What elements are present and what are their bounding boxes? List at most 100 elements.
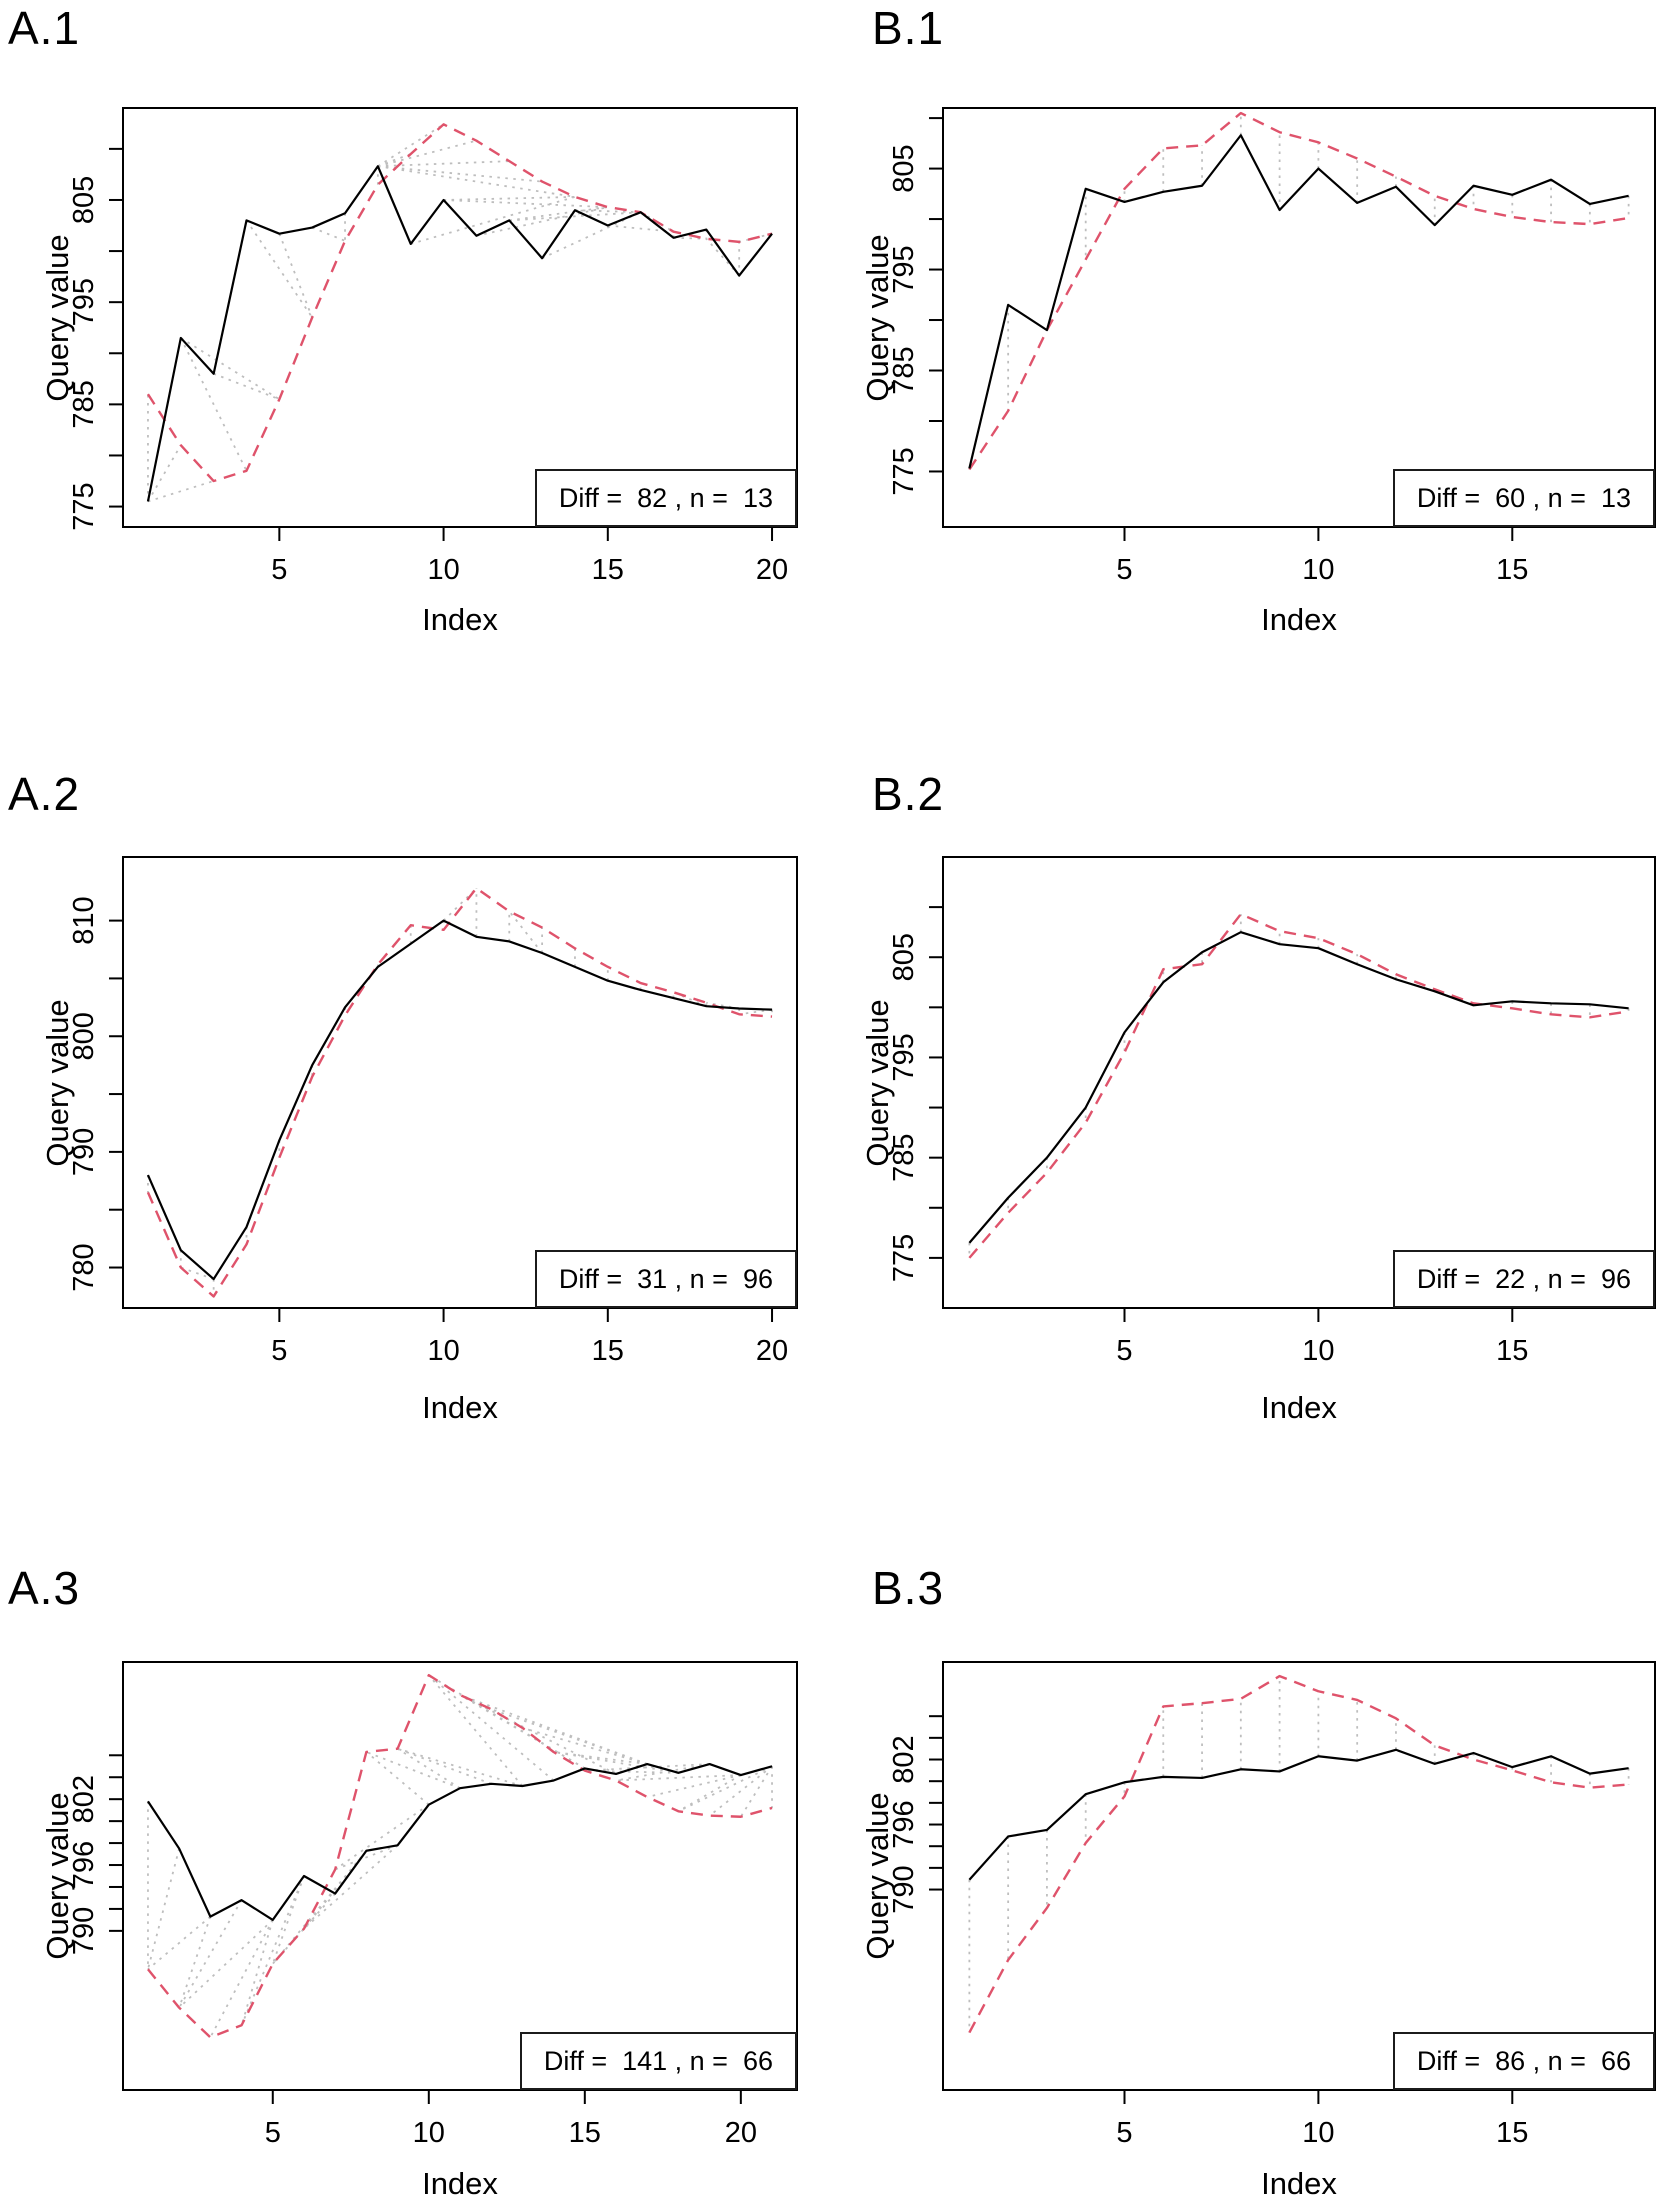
- y-tick-label: 800: [68, 1012, 100, 1060]
- legend-box-a1: Diff = 82 , n = 13: [534, 469, 797, 527]
- match-line: [443, 199, 608, 209]
- reference-line: [968, 1674, 1629, 2034]
- x-tick-label: 20: [725, 2117, 757, 2149]
- plot-area-b3: 5 10 15 790 796 802: [888, 1661, 1656, 2149]
- panel-title-b1: B.1: [872, 2, 945, 54]
- y-tick-label: 796: [68, 1841, 100, 1889]
- x-tick-label: 15: [569, 2117, 601, 2149]
- match-line: [366, 1751, 461, 1790]
- x-tick-label: 10: [1302, 2117, 1334, 2149]
- plot-border: [122, 856, 798, 1309]
- panel-title-a3: A.3: [8, 1562, 81, 1614]
- query-line: [968, 134, 1629, 469]
- match-line: [180, 337, 248, 472]
- match-line: [334, 1803, 430, 1871]
- match-line: [334, 1844, 398, 1871]
- panel-title-b3: B.3: [872, 1562, 945, 1614]
- y-tick-label: 775: [888, 1234, 920, 1282]
- match-line: [553, 1751, 679, 1774]
- match-line: [147, 1915, 211, 1970]
- query-line: [968, 1748, 1629, 1881]
- reference-line: [968, 912, 1629, 1259]
- x-tick-label: 10: [413, 2117, 445, 2149]
- match-line: [459, 1694, 586, 1770]
- x-tick-label: 5: [265, 2117, 281, 2149]
- legend-box-a3: Diff = 141 , n = 66: [519, 2032, 797, 2090]
- y-tick-label: 802: [888, 1735, 920, 1783]
- query-line: [146, 165, 773, 502]
- y-tick-label: 790: [68, 1128, 100, 1176]
- match-line: [508, 910, 543, 954]
- match-line: [709, 1765, 773, 1817]
- y-tick-label: 795: [888, 1033, 920, 1081]
- x-tick-label: 10: [427, 1335, 459, 1367]
- match-line: [739, 1008, 773, 1016]
- legend-box-b1: Diff = 60 , n = 13: [1392, 469, 1655, 527]
- match-line: [377, 160, 510, 168]
- y-tick-label: 795: [888, 245, 920, 293]
- y-tick-label: 780: [68, 1243, 100, 1291]
- match-line: [509, 206, 608, 222]
- plot-area-b1: 5 10 15 775 785 795 805: [888, 107, 1656, 586]
- x-tick-label: 5: [271, 554, 287, 586]
- legend-box-a2: Diff = 31 , n = 96: [534, 1250, 797, 1308]
- match-line: [240, 1875, 305, 2026]
- match-line: [522, 1726, 648, 1765]
- y-tick-label: 785: [888, 346, 920, 394]
- x-tick-label: 5: [1116, 554, 1132, 586]
- match-line: [377, 123, 445, 168]
- y-tick-label: 805: [68, 176, 100, 224]
- y-tick-label: 802: [68, 1775, 100, 1823]
- y-tick-label: 790: [68, 1907, 100, 1955]
- match-line: [443, 196, 575, 201]
- match-line: [209, 1919, 274, 2038]
- panel-title-b2: B.2: [872, 768, 945, 820]
- y-tick-label: 810: [68, 896, 100, 944]
- match-line: [180, 337, 280, 401]
- y-tick-label: 796: [888, 1800, 920, 1848]
- y-tick-label: 790: [888, 1865, 920, 1913]
- match-line: [678, 1765, 773, 1813]
- match-line: [303, 1844, 399, 1930]
- query-line: [147, 1762, 773, 1921]
- match-line: [147, 444, 182, 502]
- x-tick-label: 15: [592, 554, 624, 586]
- x-tick-label: 5: [1116, 2117, 1132, 2149]
- x-axis-label: Index: [422, 1390, 498, 1425]
- plot-border: [942, 1661, 1656, 2091]
- x-tick-label: 15: [1496, 1335, 1528, 1367]
- plot-border: [942, 856, 1656, 1309]
- legend-box-b2: Diff = 22 , n = 96: [1392, 1250, 1655, 1308]
- match-line: [365, 1751, 430, 1806]
- plot-area-b2: 5 10 15 775 785 795 805: [888, 856, 1656, 1367]
- x-tick-label: 10: [1302, 1335, 1334, 1367]
- plot-border: [122, 107, 798, 528]
- panel-title-a2: A.2: [8, 768, 81, 820]
- x-tick-label: 15: [1496, 2117, 1528, 2149]
- query-line: [968, 931, 1629, 1244]
- x-axis-label: Index: [1261, 2166, 1337, 2201]
- match-line: [397, 1747, 523, 1787]
- match-line: [180, 1266, 214, 1280]
- match-line: [147, 480, 214, 503]
- match-line: [574, 209, 641, 214]
- match-line: [428, 1674, 555, 1782]
- match-line: [673, 236, 707, 240]
- match-line: [615, 1774, 741, 1782]
- match-line: [647, 1774, 742, 1798]
- x-tick-label: 5: [271, 1335, 287, 1367]
- x-axis-label: Index: [1261, 602, 1337, 637]
- match-line: [178, 1919, 274, 2009]
- reference-line: [147, 1673, 773, 2039]
- plot-border: [122, 1661, 798, 2091]
- match-line: [541, 211, 642, 260]
- x-tick-label: 15: [1496, 554, 1528, 586]
- panel-title-a1: A.1: [8, 2, 81, 54]
- reference-line: [146, 887, 773, 1298]
- match-line: [607, 224, 674, 233]
